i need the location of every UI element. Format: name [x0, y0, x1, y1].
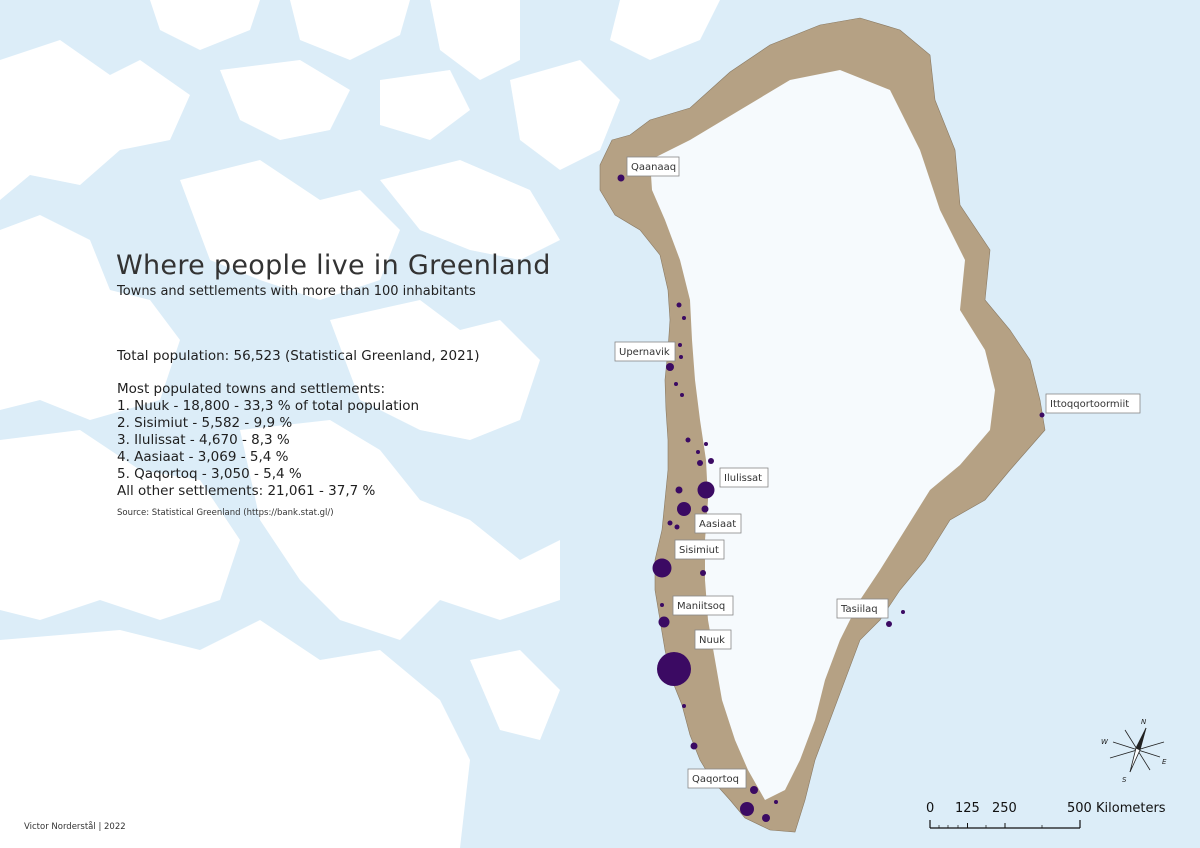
- label-ilulissat: Ilulissat: [719, 467, 769, 488]
- scale-tick-250: 250: [992, 801, 1017, 816]
- greenland-ice-sheet: [650, 70, 995, 800]
- settlement-dot: [704, 442, 708, 446]
- label-upernavik-text: Upernavik: [619, 347, 670, 358]
- label-tasiilaq: Tasiilaq: [836, 598, 889, 619]
- label-maniitsoq-text: Maniitsoq: [677, 601, 725, 612]
- compass-n: N: [1141, 718, 1147, 726]
- settlement-dot: [682, 704, 686, 708]
- settlement-dots: [617, 174, 1045, 822]
- settlement-dot-ittoqqortoormiit: [1039, 412, 1045, 418]
- scale-tick-125: 125: [955, 801, 980, 816]
- settlement-dot: [682, 316, 686, 320]
- label-qaanaaq-text: Qaanaaq: [631, 162, 676, 173]
- canadian-arctic-landmass: [0, 0, 720, 848]
- settlement-dot: [678, 343, 682, 347]
- settlement-dot-sisimiut: [652, 558, 672, 578]
- ranking-item: 1. Nuuk - 18,800 - 33,3 % of total popul…: [117, 398, 420, 414]
- label-aasiaat-text: Aasiaat: [699, 519, 736, 530]
- settlement-dot-maniitsoq: [658, 616, 670, 628]
- label-qaanaaq: Qaanaaq: [626, 156, 680, 177]
- compass-s: S: [1122, 776, 1127, 784]
- settlement-dot: [674, 524, 680, 530]
- settlement-dot: [750, 786, 758, 794]
- scale-tick-0: 0: [926, 801, 934, 816]
- settlement-dot: [675, 486, 683, 494]
- settlement-dot: [697, 460, 703, 466]
- settlement-dot: [679, 355, 683, 359]
- scale-unit: Kilometers: [1096, 801, 1166, 816]
- author-credit: Victor Norderstål | 2022: [24, 822, 126, 832]
- settlement-dot: [674, 382, 678, 386]
- compass-w: W: [1101, 738, 1109, 746]
- label-ittoqqortoormiit-text: Ittoqqortoormiit: [1050, 399, 1129, 410]
- label-ittoqqortoormiit: Ittoqqortoormiit: [1045, 393, 1141, 414]
- ranking-item: 2. Sisimiut - 5,582 - 9,9 %: [117, 415, 293, 431]
- settlement-dot: [667, 520, 673, 526]
- compass-rose: N E S W: [1101, 718, 1167, 784]
- settlement-dot: [700, 570, 706, 576]
- source-note: Source: Statistical Greenland (https://b…: [117, 508, 334, 518]
- ranking-item: 5. Qaqortoq - 3,050 - 5,4 %: [117, 466, 302, 482]
- population-ranking-list: 1. Nuuk - 18,800 - 33,3 % of total popul…: [117, 398, 419, 500]
- ranking-item: 4. Aasiaat - 3,069 - 5,4 %: [117, 449, 289, 465]
- compass-e: E: [1162, 758, 1167, 766]
- label-nuuk-text: Nuuk: [699, 635, 725, 646]
- map-subtitle: Towns and settlements with more than 100…: [117, 284, 476, 299]
- settlement-dot: [660, 603, 664, 607]
- label-sisimiut: Sisimiut: [674, 539, 725, 560]
- settlement-dot: [701, 505, 709, 513]
- most-populated-heading: Most populated towns and settlements:: [117, 381, 385, 397]
- map-title: Where people live in Greenland: [116, 250, 551, 281]
- place-labels: Qaanaaq Upernavik Ilulissat Aasiaat Sisi…: [614, 156, 1141, 789]
- total-population: Total population: 56,523 (Statistical Gr…: [117, 348, 480, 364]
- settlement-dot: [901, 610, 905, 614]
- settlement-dot: [685, 437, 691, 443]
- label-upernavik: Upernavik: [614, 341, 676, 362]
- ranking-item: 3. Ilulissat - 4,670 - 8,3 %: [117, 432, 290, 448]
- settlement-dot-ilulissat: [697, 481, 715, 499]
- settlement-dot: [762, 814, 770, 822]
- label-nuuk: Nuuk: [694, 629, 732, 650]
- settlement-dot: [690, 742, 698, 750]
- scale-tick-500: 500: [1067, 801, 1092, 816]
- settlement-dot-qaanaaq: [617, 174, 625, 182]
- settlement-dot-aasiaat: [677, 502, 691, 516]
- settlement-dot-qaqortoq: [740, 802, 754, 816]
- label-tasiilaq-text: Tasiilaq: [840, 604, 878, 615]
- ranking-item: All other settlements: 21,061 - 37,7 %: [117, 483, 376, 499]
- label-qaqortoq-text: Qaqortoq: [692, 774, 739, 785]
- settlement-dot-upernavik: [666, 363, 674, 371]
- settlement-dot: [676, 302, 682, 308]
- settlement-dot: [708, 458, 714, 464]
- scale-bar: 0 125 250 500 Kilometers: [926, 801, 1166, 829]
- label-aasiaat: Aasiaat: [694, 513, 742, 534]
- label-sisimiut-text: Sisimiut: [679, 545, 719, 556]
- settlement-dot: [680, 393, 684, 397]
- settlement-dot: [696, 450, 700, 454]
- label-qaqortoq: Qaqortoq: [687, 768, 747, 789]
- label-ilulissat-text: Ilulissat: [724, 473, 762, 484]
- settlement-dot: [774, 800, 778, 804]
- settlement-dot-tasiilaq: [886, 621, 892, 627]
- settlement-dot-nuuk: [657, 652, 691, 686]
- label-maniitsoq: Maniitsoq: [672, 595, 734, 616]
